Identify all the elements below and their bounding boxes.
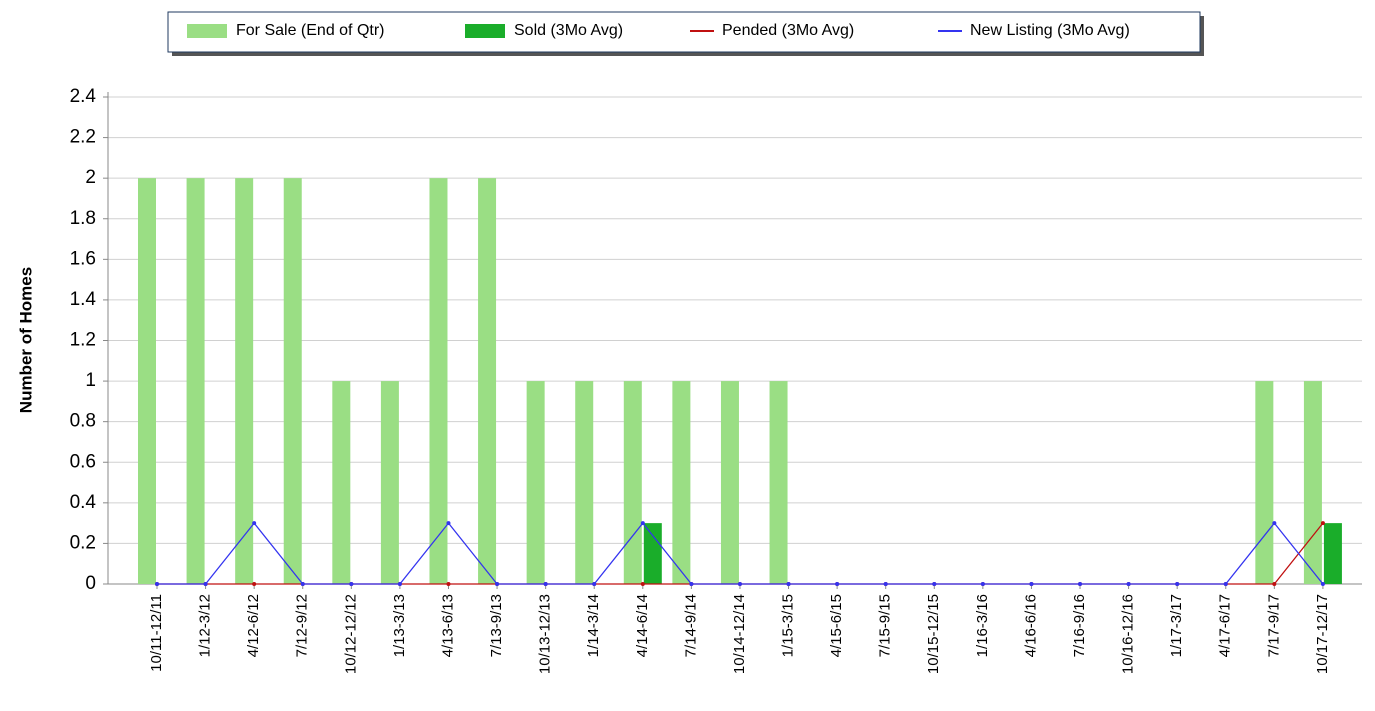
bar (526, 381, 545, 584)
y-tick-label: 1 (85, 370, 96, 391)
x-tick-label: 1/16-3/16 (974, 594, 991, 657)
point (155, 582, 159, 586)
bar (643, 523, 662, 584)
x-tick-label: 10/13-12/13 (537, 594, 554, 674)
bar (235, 178, 254, 584)
x-tick-label: 10/12-12/12 (342, 594, 359, 674)
bar (283, 178, 302, 584)
line (157, 522, 1324, 585)
x-tick-label: 1/14-3/14 (585, 594, 602, 657)
point (1272, 582, 1277, 586)
x-tick-label: 4/13-6/13 (439, 594, 456, 657)
point (1320, 521, 1325, 526)
bar (769, 381, 788, 584)
x-tick-label: 7/12-9/12 (294, 594, 311, 657)
point (1272, 521, 1277, 526)
y-tick-label: 0 (85, 573, 96, 594)
point (932, 582, 937, 586)
legend-label: Pended (3Mo Avg) (722, 22, 854, 39)
point (397, 582, 402, 586)
bar (380, 381, 399, 584)
legend-swatch (187, 24, 227, 38)
point (300, 582, 305, 586)
x-tick-label: 7/13-9/13 (488, 594, 505, 657)
point (1223, 582, 1228, 586)
point (1320, 582, 1325, 586)
x-tick-label: 7/17-9/17 (1265, 594, 1282, 657)
legend-swatch (465, 24, 505, 38)
bar (672, 381, 691, 584)
bar (623, 381, 642, 584)
bar (186, 178, 205, 584)
bar (1303, 381, 1322, 584)
y-tick-label: 1.6 (70, 248, 96, 269)
x-tick-label: 4/12-6/12 (245, 594, 262, 657)
bar (478, 178, 497, 584)
point (980, 582, 985, 586)
point (640, 521, 645, 526)
bar (1255, 381, 1274, 584)
x-tick-label: 1/12-3/12 (197, 594, 214, 657)
point (1078, 582, 1083, 586)
x-tick-label: 1/17-3/17 (1168, 594, 1185, 657)
x-tick-label: 10/17-12/17 (1314, 594, 1331, 674)
point (252, 521, 257, 526)
point (689, 582, 694, 586)
x-tick-label: 10/16-12/16 (1120, 594, 1137, 674)
y-axis-title: Number of Homes (16, 267, 35, 413)
point (835, 582, 840, 586)
x-tick-label: 4/14-6/14 (634, 594, 651, 657)
legend (167, 11, 1201, 53)
point (883, 582, 888, 586)
point (446, 521, 451, 526)
point (786, 582, 791, 586)
point (446, 582, 451, 586)
point (349, 582, 354, 586)
x-tick-label: 10/14-12/14 (731, 594, 748, 674)
x-tick-label: 4/16-6/16 (1022, 594, 1039, 657)
point (592, 582, 597, 586)
y-tick-label: 0.4 (70, 492, 97, 513)
point (1175, 582, 1180, 586)
bar (720, 381, 739, 584)
x-tick-label: 7/14-9/14 (682, 594, 699, 657)
point (1029, 582, 1034, 586)
x-tick-label: 7/15-9/15 (877, 594, 894, 657)
y-tick-label: 2 (85, 167, 96, 188)
bar (332, 381, 351, 584)
y-tick-label: 0.8 (70, 411, 96, 432)
bar (429, 178, 448, 584)
point (640, 582, 645, 586)
bar (575, 381, 594, 584)
point (737, 582, 742, 586)
point (495, 582, 500, 586)
y-tick-label: 0.2 (70, 532, 96, 553)
y-tick-label: 1.4 (70, 289, 97, 310)
y-tick-label: 2.2 (70, 127, 96, 148)
y-tick-label: 2.4 (70, 86, 97, 107)
y-tick-label: 0.6 (70, 451, 96, 472)
y-tick-label: 1.8 (70, 208, 96, 229)
x-tick-label: 7/16-9/16 (1071, 594, 1088, 657)
point (1126, 582, 1131, 586)
x-tick-label: 4/15-6/15 (828, 594, 845, 657)
point (203, 582, 208, 586)
y-tick-label: 1.2 (70, 330, 96, 351)
legend-label: Sold (3Mo Avg) (514, 22, 623, 39)
point (252, 582, 257, 586)
bar (138, 178, 156, 584)
x-tick-label: 1/15-3/15 (780, 594, 797, 657)
line (157, 522, 1324, 585)
legend-label: New Listing (3Mo Avg) (970, 22, 1130, 39)
legend-label: For Sale (End of Qtr) (236, 22, 385, 39)
x-tick-label: 10/15-12/15 (925, 594, 942, 674)
x-tick-label: 10/11-12/11 (148, 594, 165, 672)
x-tick-label: 4/17-6/17 (1217, 594, 1234, 657)
point (543, 582, 548, 586)
bar (1323, 523, 1342, 584)
x-tick-label: 1/13-3/13 (391, 594, 408, 657)
